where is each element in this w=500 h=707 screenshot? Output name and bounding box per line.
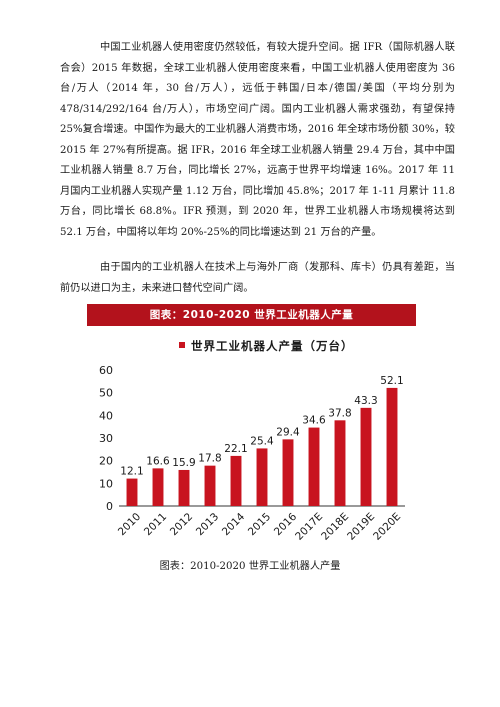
y-tick-label: 50 [99, 387, 113, 400]
bar [178, 469, 190, 506]
x-tick-label: 2014 [220, 511, 248, 539]
x-tick-label: 2011 [142, 511, 169, 538]
chart-figure: 图表：2010-2020 世界工业机器人产量 世界工业机器人产量（万台） 0 10… [87, 304, 416, 550]
chart-header: 图表：2010-2020 世界工业机器人产量 [87, 304, 416, 326]
x-tick-label: 2017E [293, 511, 325, 543]
x-tick-label: 2015 [246, 511, 273, 538]
y-tick-label: 30 [99, 432, 113, 445]
bar [126, 478, 138, 506]
bar [152, 468, 164, 506]
body-paragraph-1: 中国工业机器人使用密度仍然较低，有较大提升空间。据 IFR（国际机器人联合会）2… [60, 42, 455, 238]
data-label: 16.6 [146, 455, 170, 467]
data-label: 25.4 [250, 435, 274, 447]
bar-chart: 0 10 20 30 40 50 60 12.1 2010 16.6 2011 15.9 2012 17.… [99, 364, 405, 543]
legend-label: 世界工业机器人产量（万台） [191, 339, 354, 353]
x-tick-label: 2010 [116, 511, 143, 538]
bar [282, 439, 294, 506]
chart-legend: 世界工业机器人产量（万台） [179, 338, 354, 354]
y-tick-label: 20 [99, 455, 113, 468]
x-tick-label: 2019E [345, 511, 377, 543]
figure-caption: 图表：2010-2020 世界工业机器人产量 [159, 561, 341, 572]
y-tick-label: 60 [99, 364, 113, 377]
data-label: 12.1 [120, 466, 143, 478]
data-label: 37.8 [328, 407, 351, 419]
data-label: 34.6 [302, 415, 326, 427]
bar [334, 420, 346, 506]
data-label: 22.1 [224, 443, 247, 455]
bar [230, 455, 242, 506]
bar [256, 448, 268, 506]
data-label: 52.1 [380, 375, 403, 387]
bar [360, 407, 372, 506]
x-tick-label: 2018E [319, 511, 351, 543]
data-label: 15.9 [172, 457, 195, 469]
legend-swatch [179, 342, 185, 348]
data-label: 17.8 [198, 453, 221, 465]
bar [386, 387, 398, 506]
x-tick-label: 2013 [194, 511, 221, 538]
bar [204, 465, 216, 506]
y-tick-label: 40 [99, 409, 113, 422]
data-label: 29.4 [276, 426, 300, 438]
bar [308, 427, 320, 506]
y-tick-label: 10 [99, 477, 113, 490]
body-paragraph-2: 由于国内的工业机器人在技术上与海外厂商（发那科、库卡）仍具有差距，当前仍以进口为… [60, 262, 455, 294]
data-label: 43.3 [354, 395, 377, 407]
x-tick-label: 2012 [168, 511, 195, 538]
x-tick-label: 2020E [371, 511, 403, 543]
y-tick-label: 0 [106, 500, 113, 513]
